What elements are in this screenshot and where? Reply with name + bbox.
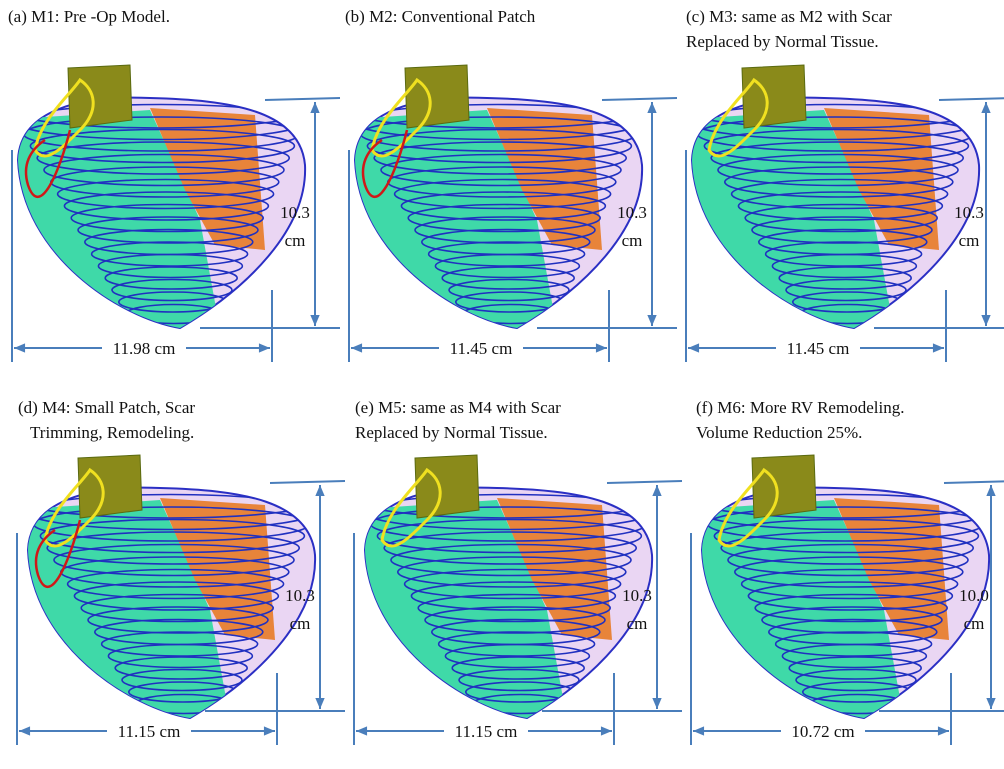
height-unit: cm — [622, 231, 643, 250]
heart-model — [674, 65, 984, 340]
panel: (e) M5: same as M4 with Scar Replaced by … — [347, 398, 682, 745]
arrowhead — [688, 343, 699, 352]
height-value: 10.3 — [954, 203, 984, 222]
caption: (d) M4: Small Patch, Scar — [18, 398, 195, 417]
arrowhead — [938, 726, 949, 735]
arrowhead — [693, 726, 704, 735]
arrowhead — [986, 485, 995, 496]
arrowhead — [652, 698, 661, 709]
caption: (e) M5: same as M4 with Scar — [355, 398, 561, 417]
arrowhead — [981, 102, 990, 113]
heart-model — [337, 65, 647, 340]
vessel — [752, 455, 816, 518]
arrowhead — [356, 726, 367, 735]
panel: (a) M1: Pre -Op Model. 10.3 cm 11.98 cm — [0, 7, 340, 362]
vessel — [78, 455, 142, 518]
caption: Replaced by Normal Tissue. — [686, 32, 879, 51]
arrowhead — [14, 343, 25, 352]
width-value: 11.15 cm — [118, 722, 181, 741]
width-value: 11.45 cm — [787, 339, 850, 358]
caption: (a) M1: Pre -Op Model. — [8, 7, 170, 26]
height-value: 10.0 — [959, 586, 989, 605]
extension-line — [944, 481, 1004, 483]
figure: (a) M1: Pre -Op Model. 10.3 cm 11.98 cm (b) … — [0, 0, 1004, 769]
width-value: 10.72 cm — [791, 722, 854, 741]
height-unit: cm — [627, 614, 648, 633]
vessel — [68, 65, 132, 128]
caption: Volume Reduction 25%. — [696, 423, 862, 442]
caption: Trimming, Remodeling. — [30, 423, 194, 442]
panel: (f) M6: More RV Remodeling. Volume Reduct… — [684, 398, 1004, 745]
panel: (c) M3: same as M2 with Scar Replaced by … — [674, 7, 1004, 362]
panel: (d) M4: Small Patch, Scar Trimming, Remod… — [10, 398, 345, 745]
width-value: 11.45 cm — [450, 339, 513, 358]
arrowhead — [315, 485, 324, 496]
arrowhead — [259, 343, 270, 352]
height-value: 10.3 — [285, 586, 315, 605]
heart-model — [684, 455, 994, 730]
arrowhead — [310, 315, 319, 326]
vessel — [405, 65, 469, 128]
extension-line — [265, 98, 340, 100]
extension-line — [607, 481, 682, 483]
vessel — [742, 65, 806, 128]
width-value: 11.98 cm — [113, 339, 176, 358]
arrowhead — [315, 698, 324, 709]
height-value: 10.3 — [280, 203, 310, 222]
arrowhead — [986, 698, 995, 709]
caption: (b) M2: Conventional Patch — [345, 7, 536, 26]
arrowhead — [351, 343, 362, 352]
width-value: 11.15 cm — [455, 722, 518, 741]
height-value: 10.3 — [617, 203, 647, 222]
height-unit: cm — [290, 614, 311, 633]
arrowhead — [596, 343, 607, 352]
height-unit: cm — [285, 231, 306, 250]
height-value: 10.3 — [622, 586, 652, 605]
extension-line — [602, 98, 677, 100]
arrowhead — [264, 726, 275, 735]
height-unit: cm — [959, 231, 980, 250]
panel: (b) M2: Conventional Patch 10.3 cm 11.45 cm — [337, 7, 677, 362]
arrowhead — [647, 315, 656, 326]
arrowhead — [647, 102, 656, 113]
vessel — [415, 455, 479, 518]
height-unit: cm — [964, 614, 985, 633]
caption: (c) M3: same as M2 with Scar — [686, 7, 892, 26]
caption: (f) M6: More RV Remodeling. — [696, 398, 904, 417]
arrowhead — [310, 102, 319, 113]
heart-model — [10, 455, 320, 730]
heart-model — [0, 65, 310, 340]
extension-line — [939, 98, 1004, 100]
arrowhead — [981, 315, 990, 326]
arrowhead — [933, 343, 944, 352]
arrowhead — [601, 726, 612, 735]
arrowhead — [652, 485, 661, 496]
caption: Replaced by Normal Tissue. — [355, 423, 548, 442]
arrowhead — [19, 726, 30, 735]
extension-line — [270, 481, 345, 483]
heart-model — [347, 455, 657, 730]
